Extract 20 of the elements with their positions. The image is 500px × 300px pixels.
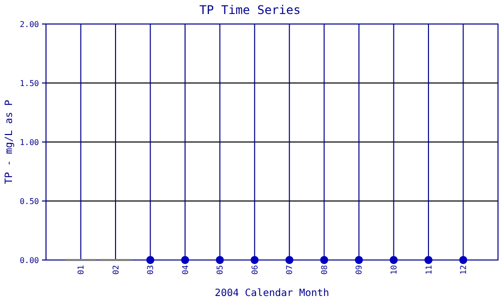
- y-tick-label: 1.00: [20, 138, 40, 147]
- x-tick-label: 07: [285, 264, 294, 275]
- x-tick-label: 10: [389, 264, 398, 275]
- y-tick-label: 2.00: [20, 20, 40, 29]
- y-tick-label: 1.50: [20, 78, 40, 88]
- y-tick-label: 0.50: [20, 196, 40, 206]
- x-tick-label: 06: [250, 264, 260, 275]
- chart-title: TP Time Series: [199, 3, 301, 17]
- x-axis-title: 2004 Calendar Month: [214, 288, 330, 299]
- x-tick-label: 12: [459, 264, 468, 275]
- x-tick-label: 09: [354, 264, 364, 275]
- x-tick-label: 08: [320, 264, 329, 275]
- x-tick-label: 04: [180, 264, 190, 275]
- y-tick-label: 0.00: [20, 256, 40, 265]
- x-tick-label: 11: [424, 264, 434, 275]
- x-tick-label: 03: [146, 264, 156, 275]
- x-tick-label: 05: [216, 264, 225, 275]
- y-axis-title: TP - mg/L as P: [4, 100, 15, 184]
- x-tick-label: 01: [76, 264, 86, 275]
- x-tick-label: 02: [111, 264, 120, 275]
